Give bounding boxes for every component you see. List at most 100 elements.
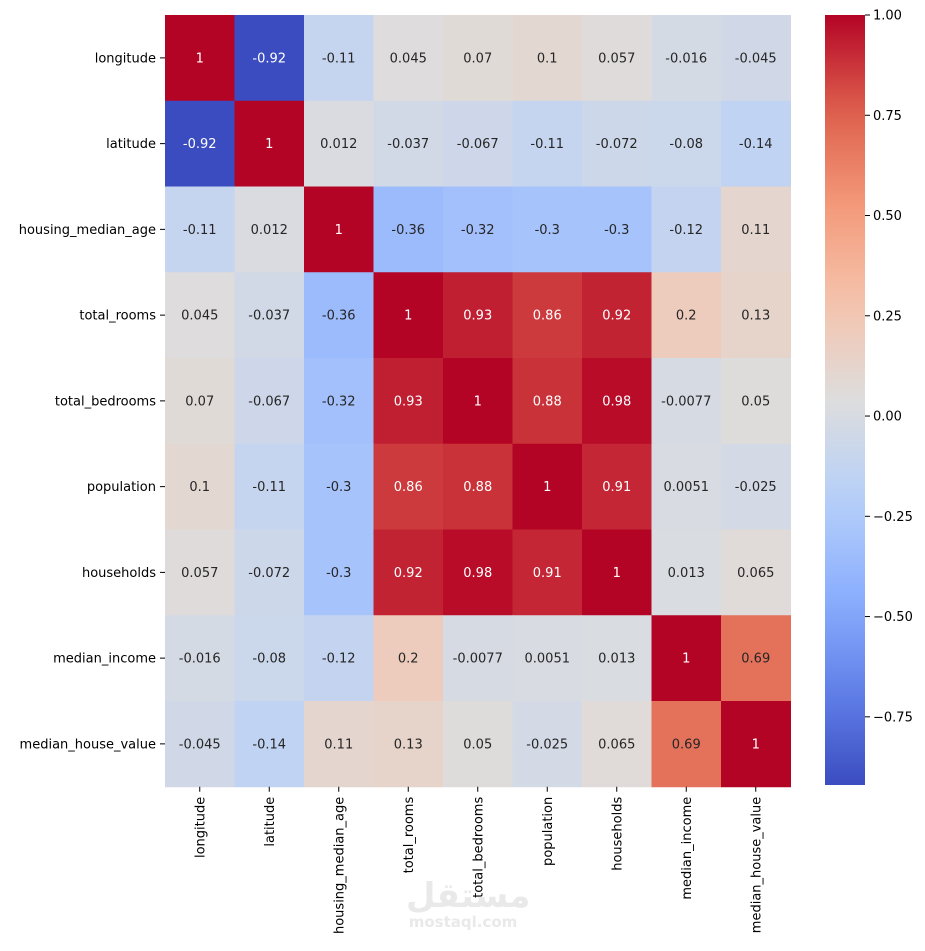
heatmap-cell-median_house_value-median_house_value [721,701,791,788]
colorbar-tick-label: −0.75 [873,710,913,725]
heatmap-cell-value: 0.2 [398,652,419,667]
heatmap-cell-latitude-median_house_value [721,100,791,187]
heatmap-cell-total_bedrooms-population [512,358,583,445]
heatmap-cell-value: 0.88 [533,394,562,409]
heatmap-cell-total_bedrooms-median_house_value [721,358,791,445]
heatmap-cell-value: -0.32 [461,223,495,238]
heatmap-cell-value: -0.037 [248,309,290,324]
heatmap-cell-total_rooms-housing_median_age [304,272,374,359]
heatmap-cell-value: 0.92 [602,309,631,324]
heatmap-cell-value: -0.067 [248,394,290,409]
heatmap-cell-value: -0.016 [179,652,221,667]
heatmap-cell-value: -0.3 [326,480,351,495]
heatmap-cell-labels: 1 -0.92 -0.11 0.045 0.07 0.1 0.057 -0.016 -0.045… [179,51,777,752]
heatmap-cell-value: 1 [265,137,273,152]
heatmap-cell-value: -0.36 [391,223,425,238]
heatmap-cell-value: 0.05 [463,737,492,752]
heatmap-cell-housing_median_age-total_rooms [373,186,444,273]
heatmap-cell-housing_median_age-households [582,186,652,273]
y-axis-label: total_rooms [79,309,156,324]
heatmap-cell-households-total_bedrooms [443,529,513,616]
heatmap-cell-median_income-median_house_value [721,615,791,702]
heatmap-cell-value: 0.69 [672,737,701,752]
heatmap-cell-value: 0.013 [598,652,635,667]
heatmap-cell-households-median_income [651,529,722,616]
heatmap-cell-value: 0.86 [394,480,423,495]
heatmap-cell-value: 0.2 [676,309,697,324]
heatmap-cell-value: -0.12 [322,652,356,667]
heatmap-cell-value: -0.14 [739,137,773,152]
heatmap-cell-housing_median_age-housing_median_age [304,186,374,273]
heatmap-cell-value: -0.92 [252,51,286,66]
heatmap-cell-value: 0.057 [181,566,218,581]
x-axis-label: population [541,797,556,866]
heatmap-cell-value: -0.3 [604,223,629,238]
heatmap-cell-total_rooms-latitude [234,272,305,359]
heatmap-cell-median_house_value-population [512,701,583,788]
heatmap-cell-value: -0.14 [252,737,286,752]
heatmap-cell-population-median_income [651,443,722,530]
heatmap-cell-value: 0.93 [394,394,423,409]
heatmap-cell-households-median_house_value [721,529,791,616]
heatmap-cell-value: 1 [752,737,760,752]
heatmap-cell-total_rooms-longitude [165,272,235,359]
heatmap-cell-value: -0.08 [669,137,703,152]
heatmap-cell-median_income-longitude [165,615,235,702]
heatmap-cell-longitude-households [582,15,652,102]
heatmap-cell-value: -0.92 [183,137,217,152]
heatmap-cell-value: -0.045 [179,737,221,752]
x-axis-labels: longitude latitude housing_median_age total… [193,786,764,934]
heatmap-cell-value: -0.0077 [661,394,711,409]
heatmap-cell-value: -0.3 [326,566,351,581]
y-axis-label: longitude [95,51,156,66]
heatmap-cell-total_bedrooms-housing_median_age [304,358,374,445]
heatmap-cell-latitude-latitude [234,100,305,187]
heatmap-cell-latitude-total_bedrooms [443,100,513,187]
heatmap-cell-value: -0.36 [322,309,356,324]
heatmap-cell-longitude-housing_median_age [304,15,374,102]
heatmap-cell-median_house_value-households [582,701,652,788]
heatmap-cell-value: 0.012 [251,223,288,238]
heatmap-cell-total_rooms-total_rooms [373,272,444,359]
heatmap-cell-value: -0.072 [596,137,638,152]
heatmap-cell-median_house_value-latitude [234,701,305,788]
heatmap-cell-population-longitude [165,443,235,530]
heatmap-cell-housing_median_age-median_income [651,186,722,273]
heatmap-cell-value: 0.93 [463,309,492,324]
heatmap-cell-latitude-housing_median_age [304,100,374,187]
heatmap-cell-value: 0.69 [741,652,770,667]
heatmap-cell-value: -0.072 [248,566,290,581]
heatmap-cell-median_income-housing_median_age [304,615,374,702]
x-axis-label: longitude [193,797,208,858]
heatmap-cell-value: 0.13 [394,737,423,752]
heatmap-cell-median_income-latitude [234,615,305,702]
heatmap-cell-value: 0.012 [320,137,357,152]
heatmap-cell-value: 0.065 [737,566,774,581]
heatmap-cell-total_rooms-total_bedrooms [443,272,513,359]
heatmap-cell-population-households [582,443,652,530]
x-axis-label: latitude [263,797,278,847]
heatmap-cell-value: 0.0051 [525,652,571,667]
colorbar-tick-label: 0.00 [873,410,902,425]
heatmap-cell-housing_median_age-latitude [234,186,305,273]
heatmap-cell-value: -0.016 [665,51,707,66]
x-axis-label: total_bedrooms [471,797,486,898]
heatmap-cell-value: -0.025 [735,480,777,495]
heatmap-cell-value: -0.045 [735,51,777,66]
heatmap-cell-households-housing_median_age [304,529,374,616]
y-axis-label: total_bedrooms [55,394,156,409]
heatmap-cell-value: -0.12 [669,223,703,238]
x-axis-label: total_rooms [402,797,417,874]
heatmap-cell-total_rooms-population [512,272,583,359]
y-axis-labels: longitude latitude housing_median_agetotal… [19,51,165,752]
heatmap-cell-total_bedrooms-longitude [165,358,235,445]
heatmap-cell-total_rooms-households [582,272,652,359]
heatmap-cell-housing_median_age-median_house_value [721,186,791,273]
heatmap-cell-value: 1 [682,652,690,667]
heatmap-cell-value: 0.98 [463,566,492,581]
heatmap-cell-value: 1 [613,566,621,581]
colorbar-tick-label: 0.75 [873,109,902,124]
colorbar [825,15,865,785]
heatmap-cell-median_house_value-housing_median_age [304,701,374,788]
